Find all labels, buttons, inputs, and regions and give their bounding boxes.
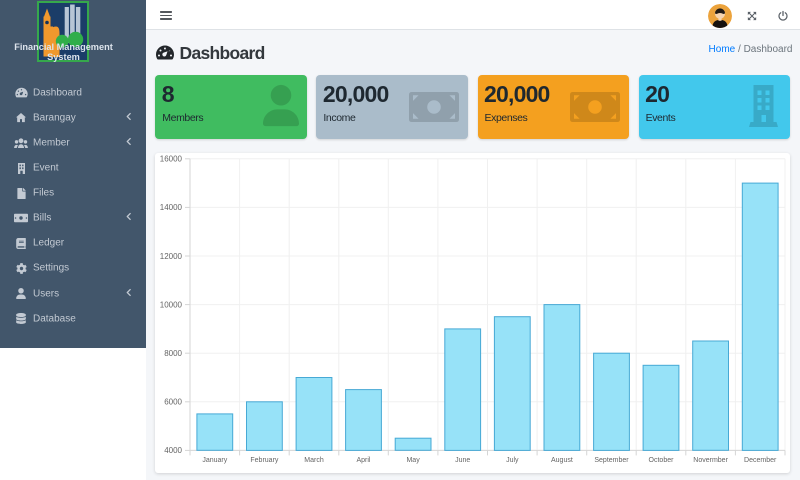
svg-text:January: January [202,457,227,464]
svg-text:June: June [455,457,470,464]
svg-text:August: August [551,457,573,464]
svg-text:March: March [304,457,324,464]
svg-text:14000: 14000 [160,203,183,212]
svg-text:Novermber: Novermber [693,457,728,464]
svg-text:October: October [649,457,675,464]
svg-text:May: May [406,457,420,464]
svg-text:4000: 4000 [164,446,182,455]
svg-text:12000: 12000 [160,252,183,261]
svg-text:6000: 6000 [164,398,182,407]
svg-text:April: April [356,457,370,464]
svg-text:July: July [506,457,519,464]
svg-text:8000: 8000 [164,349,182,358]
svg-text:February: February [250,457,279,464]
svg-text:16000: 16000 [160,155,183,164]
svg-text:10000: 10000 [160,300,183,309]
svg-text:December: December [744,457,777,464]
svg-text:September: September [594,457,629,464]
